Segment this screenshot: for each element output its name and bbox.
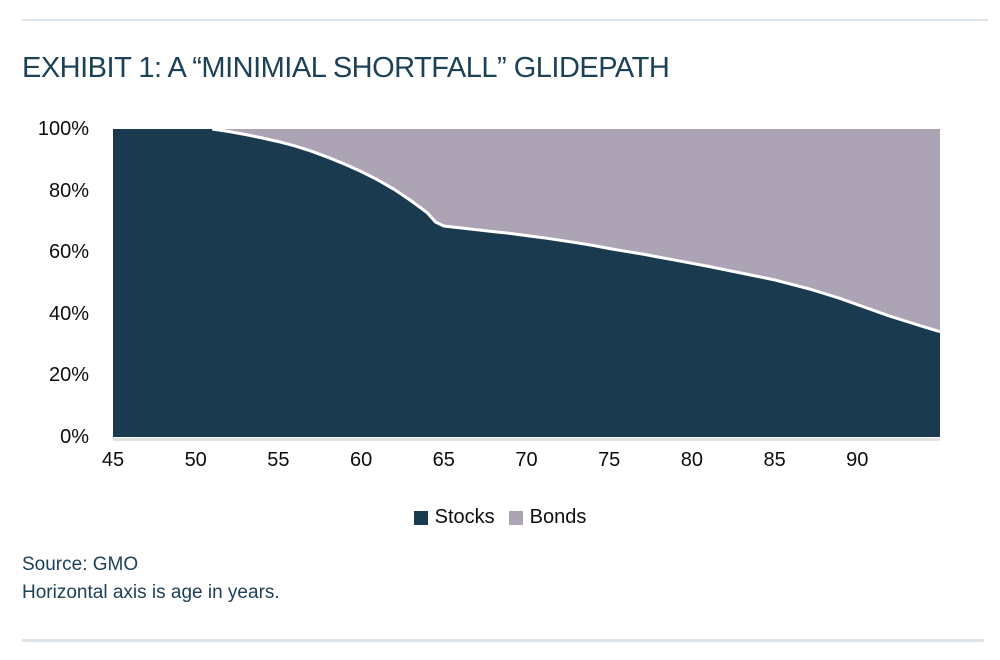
source-note: Source: GMO Horizontal axis is age in ye… <box>22 551 280 607</box>
legend-swatch-icon <box>413 510 428 525</box>
x-tick-label: 45 <box>101 449 125 471</box>
glidepath-boundary-line <box>211 129 940 334</box>
y-tick-label: 100% <box>37 118 89 140</box>
x-tick-label: 60 <box>349 449 373 471</box>
y-tick-label: 60% <box>48 241 89 264</box>
x-tick-label: 90 <box>846 449 869 471</box>
y-tick-label: 40% <box>48 302 89 325</box>
axis-note-line: Horizontal axis is age in years. <box>22 582 280 603</box>
source-line: Source: GMO <box>22 554 139 575</box>
x-tick-label: 70 <box>515 449 538 471</box>
legend-item-stocks: Stocks <box>413 506 495 529</box>
x-tick-label: 65 <box>432 449 455 471</box>
top-divider <box>22 19 988 21</box>
x-tick-label: 50 <box>184 449 207 471</box>
glidepath-svg <box>113 129 940 437</box>
stocks-area <box>113 129 940 437</box>
bottom-divider <box>22 639 984 642</box>
x-tick-label: 55 <box>267 449 290 471</box>
y-tick-label: 20% <box>48 364 89 387</box>
x-axis-line <box>113 438 940 441</box>
glidepath-area-chart <box>113 129 940 437</box>
y-tick-label: 80% <box>48 179 89 202</box>
legend-swatch-icon <box>508 510 523 525</box>
exhibit-title: EXHIBIT 1: A “MINIMIAL SHORTFALL” GLIDEP… <box>22 52 670 84</box>
legend-item-bonds: Bonds <box>508 506 587 529</box>
chart-legend: Stocks Bonds <box>0 506 1000 529</box>
x-tick-label: 75 <box>598 449 621 471</box>
x-tick-label: 85 <box>763 449 786 471</box>
legend-label: Stocks <box>434 506 495 528</box>
y-tick-label: 0% <box>60 426 89 448</box>
x-tick-label: 80 <box>680 449 704 471</box>
legend-label: Bonds <box>529 506 587 528</box>
